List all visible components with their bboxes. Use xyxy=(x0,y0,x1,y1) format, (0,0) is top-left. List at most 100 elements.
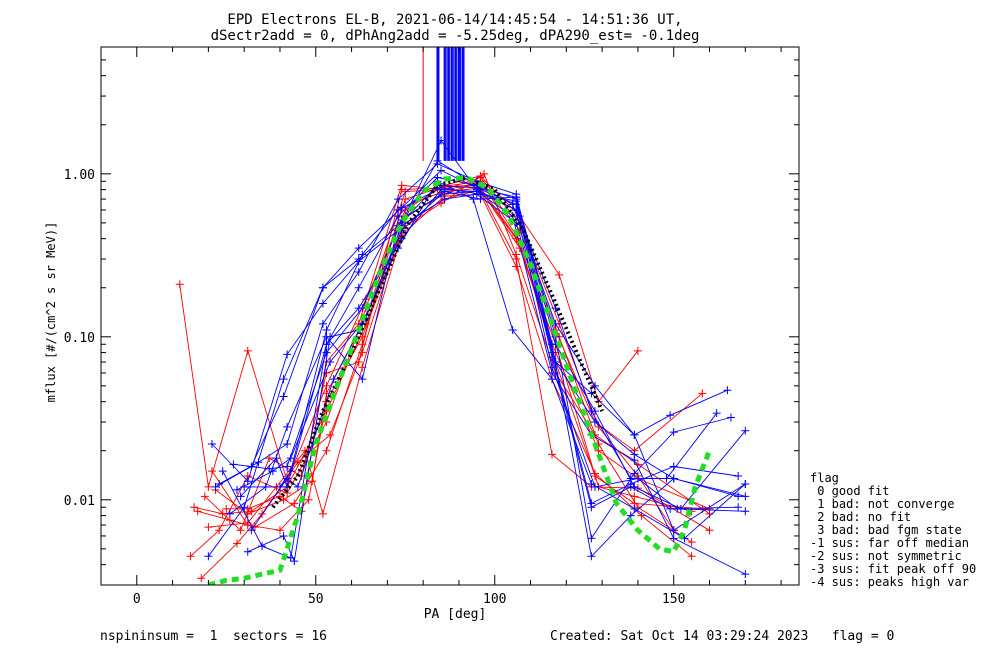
blue-series-point xyxy=(354,283,363,292)
series-group xyxy=(175,47,750,585)
red-series-point xyxy=(326,430,335,439)
legend-item: -1 sus: far off median xyxy=(810,536,969,550)
blue-series-point xyxy=(734,471,743,480)
red-series-point xyxy=(215,526,224,535)
blue-series-point xyxy=(279,531,288,540)
blue-series-point xyxy=(508,326,517,335)
blue-series-point xyxy=(358,375,367,384)
blue-series-point xyxy=(440,195,449,204)
blue-series-point xyxy=(666,504,675,513)
blue-series-point xyxy=(587,503,596,512)
blue-series-point xyxy=(726,413,735,422)
x-tick-label: 0 xyxy=(133,592,141,607)
blue-series-point xyxy=(669,462,678,471)
blue-series-point xyxy=(590,381,599,390)
red-series-line xyxy=(200,173,710,579)
blue-series-point xyxy=(207,439,216,448)
blue-series-point xyxy=(476,195,485,204)
blue-series-line xyxy=(208,139,718,557)
blue-series-point xyxy=(293,482,302,491)
legend-item: -3 sus: fit peak off 90 xyxy=(810,562,976,576)
blue-series-point xyxy=(394,195,403,204)
red-series-line xyxy=(226,184,692,513)
red-series-point xyxy=(358,332,367,341)
x-tick-label: 50 xyxy=(308,592,324,607)
blue-series-point xyxy=(358,250,367,259)
blue-series-point xyxy=(236,492,245,501)
blue-series-point xyxy=(286,454,295,463)
blue-series-point xyxy=(512,193,521,202)
blue-series-point xyxy=(590,407,599,416)
blue-series-point xyxy=(283,474,292,483)
red-series-line xyxy=(190,176,675,557)
blue-series-point xyxy=(590,418,599,427)
legend-title: flag xyxy=(810,471,839,485)
red-series-point xyxy=(207,467,216,476)
x-tick-label: 150 xyxy=(662,592,685,607)
blue-series-point xyxy=(587,552,596,561)
blue-series-point xyxy=(469,195,478,204)
blue-series-point xyxy=(630,430,639,439)
legend-item: 3 bad: bad fgm state xyxy=(810,523,962,537)
blue-series-point xyxy=(666,411,675,420)
red-series-point xyxy=(630,492,639,501)
blue-series-line xyxy=(218,163,739,558)
blue-series-point xyxy=(229,460,238,469)
red-series-point xyxy=(401,195,410,204)
red-series-point xyxy=(512,255,521,264)
blue-series-line xyxy=(211,160,728,483)
red-series-point xyxy=(308,477,317,486)
blue-series-point xyxy=(283,439,292,448)
red-series-point xyxy=(322,446,331,455)
blue-series-point xyxy=(669,428,678,437)
red-series-point xyxy=(204,482,213,491)
blue-series-point xyxy=(433,159,442,168)
blue-series-point xyxy=(322,326,331,335)
blue-series-point xyxy=(437,166,446,175)
blue-series-point xyxy=(437,183,446,192)
blue-series-point xyxy=(741,492,750,501)
blue-series-line xyxy=(250,190,746,531)
red-series-point xyxy=(243,504,252,513)
blue-series-point xyxy=(662,474,671,483)
red-series-point xyxy=(480,169,489,178)
x-tick-label: 100 xyxy=(483,592,506,607)
blue-series-point xyxy=(633,474,642,483)
axes-layer: 0 50 100 150 0.01 0.10 1.00 xyxy=(64,47,799,607)
y-tick-label: 0.01 xyxy=(64,494,95,509)
blue-series-point xyxy=(440,187,449,196)
blue-series-point xyxy=(318,299,327,308)
red-series-point xyxy=(687,538,696,547)
blue-series-point xyxy=(326,332,335,341)
y-tick-label: 1.00 xyxy=(64,168,95,183)
red-series-point xyxy=(236,526,245,535)
red-series-point xyxy=(304,495,313,504)
blue-series-point xyxy=(225,509,234,518)
median-line xyxy=(271,175,604,509)
blue-series-point xyxy=(676,504,685,513)
red-series-point xyxy=(633,346,642,355)
red-series-point xyxy=(175,280,184,289)
red-series-point xyxy=(222,504,231,513)
red-series-point xyxy=(548,450,557,459)
blue-series-point xyxy=(243,547,252,556)
red-series-point xyxy=(698,389,707,398)
blue-series-point xyxy=(290,557,299,566)
blue-series-point xyxy=(551,358,560,367)
blue-series-point xyxy=(279,375,288,384)
blue-series-point xyxy=(669,534,678,543)
blue-series-point xyxy=(669,474,678,483)
red-series-point xyxy=(258,509,267,518)
blue-series-point xyxy=(240,482,249,491)
red-series-line xyxy=(208,193,692,557)
blue-series-point xyxy=(279,392,288,401)
blue-series-point xyxy=(630,504,639,513)
y-tick-label: 0.10 xyxy=(64,331,95,346)
red-series-point xyxy=(243,521,252,530)
red-series-point xyxy=(197,574,206,583)
blue-series-point xyxy=(630,450,639,459)
chart-subtitle: dSectr2add = 0, dPhAng2add = -5.25deg, d… xyxy=(211,28,700,44)
red-series-point xyxy=(190,503,199,512)
blue-series-point xyxy=(258,542,267,551)
blue-series-point xyxy=(318,283,327,292)
